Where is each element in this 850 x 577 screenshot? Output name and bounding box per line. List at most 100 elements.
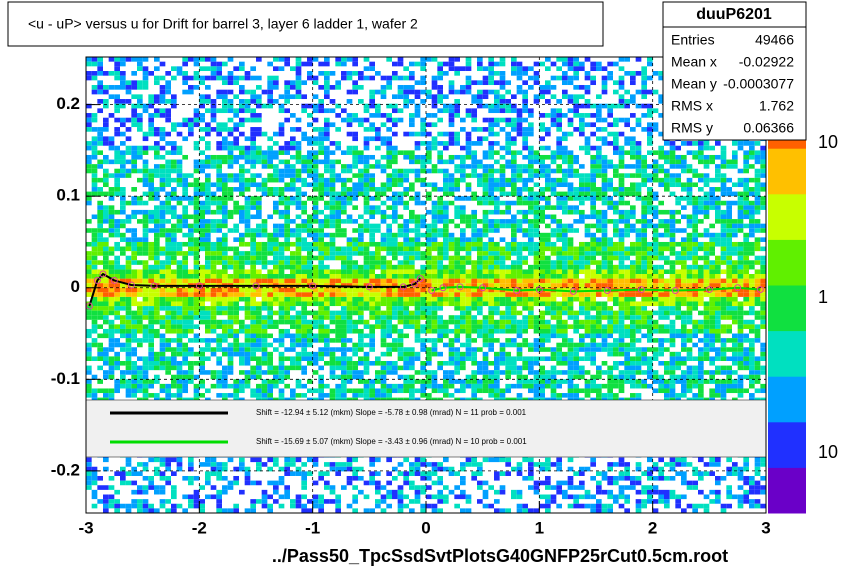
heat-cell	[743, 251, 749, 256]
heat-cell	[437, 462, 443, 467]
heat-cell	[635, 241, 642, 247]
heat-cell	[97, 296, 103, 302]
heat-cell	[675, 499, 681, 504]
heat-cell	[341, 466, 347, 472]
heat-cell	[579, 260, 585, 265]
heat-cell	[171, 324, 177, 329]
heat-cell	[584, 301, 591, 307]
heat-cell	[386, 370, 392, 375]
heat-cell	[698, 274, 704, 279]
heat-cell	[205, 338, 211, 343]
heat-cell	[579, 301, 585, 307]
heat-cell	[250, 351, 256, 357]
heat-cell	[545, 475, 551, 481]
heat-cell	[596, 260, 602, 265]
heat-cell	[511, 292, 517, 297]
heat-cell	[709, 374, 715, 380]
heat-cell	[267, 278, 273, 284]
heat-cell	[171, 150, 177, 155]
heat-cell	[409, 388, 415, 394]
heat-cell	[182, 383, 188, 389]
heat-cell	[244, 315, 251, 320]
heat-cell	[380, 333, 387, 339]
heat-cell	[545, 508, 551, 513]
heat-cell	[726, 388, 732, 394]
heat-cell	[618, 494, 625, 500]
heat-cell	[488, 485, 494, 490]
heat-cell	[148, 278, 154, 284]
heat-cell	[216, 274, 222, 279]
heat-cell	[539, 379, 545, 384]
heat-cell	[454, 471, 460, 476]
heat-cell	[635, 328, 642, 334]
heat-cell	[482, 150, 489, 155]
heat-cell	[290, 347, 296, 352]
heat-cell	[352, 306, 358, 311]
heat-cell	[324, 315, 330, 320]
heat-cell	[443, 269, 449, 275]
heat-cell	[533, 485, 540, 490]
heat-cell	[675, 471, 681, 476]
heat-cell	[692, 251, 698, 256]
heat-cell	[386, 494, 392, 500]
heat-cell	[159, 503, 166, 509]
heat-cell	[250, 374, 256, 380]
heat-cell	[494, 374, 500, 380]
heat-cell	[533, 264, 540, 270]
heat-cell	[737, 475, 744, 481]
heat-cell	[528, 379, 534, 384]
heat-cell	[635, 365, 642, 371]
heat-cell	[97, 347, 103, 352]
heat-cell	[137, 365, 143, 371]
heat-cell	[335, 471, 341, 476]
heat-cell	[91, 388, 98, 394]
heat-cell	[505, 324, 511, 329]
heat-cell	[414, 494, 421, 500]
heat-cell	[528, 361, 534, 366]
heat-cell	[97, 269, 103, 275]
heat-cell	[494, 264, 500, 270]
heat-cell	[159, 365, 166, 371]
heat-cell	[726, 269, 732, 275]
heat-cell	[341, 278, 347, 284]
heat-cell	[205, 278, 211, 284]
heat-cell	[205, 462, 211, 467]
heat-cell	[148, 269, 154, 275]
heat-cell	[522, 241, 528, 247]
heat-cell	[528, 457, 534, 463]
heat-cell	[590, 301, 596, 307]
heat-cell	[743, 324, 749, 329]
heat-cell	[624, 310, 630, 316]
heat-cell	[533, 374, 540, 380]
heat-cell	[760, 283, 766, 288]
heat-cell	[154, 328, 160, 334]
heat-cell	[596, 301, 602, 307]
heat-cell	[584, 503, 591, 509]
heat-cell	[363, 494, 370, 500]
heat-cell	[256, 370, 262, 375]
heat-cell	[732, 310, 738, 316]
heat-cell	[278, 480, 285, 486]
heat-cell	[222, 333, 228, 339]
heat-cell	[703, 283, 710, 288]
heat-cell	[698, 283, 704, 288]
heat-cell	[516, 260, 523, 265]
heat-cell	[103, 264, 109, 270]
heat-cell	[403, 251, 409, 256]
heat-cell	[222, 338, 228, 343]
heat-cell	[148, 306, 154, 311]
heat-cell	[193, 315, 200, 320]
heat-cell	[120, 264, 126, 270]
heat-cell	[256, 480, 262, 486]
heat-cell	[114, 383, 120, 389]
heat-cell	[726, 306, 732, 311]
heat-cell	[460, 494, 466, 500]
heat-cell	[471, 383, 477, 389]
heat-cell	[545, 462, 551, 467]
heat-cell	[397, 508, 404, 513]
heat-cell	[278, 351, 285, 357]
heat-cell	[431, 351, 438, 357]
heat-cell	[533, 274, 540, 279]
heat-cell	[686, 480, 693, 486]
heat-cell	[754, 489, 761, 495]
